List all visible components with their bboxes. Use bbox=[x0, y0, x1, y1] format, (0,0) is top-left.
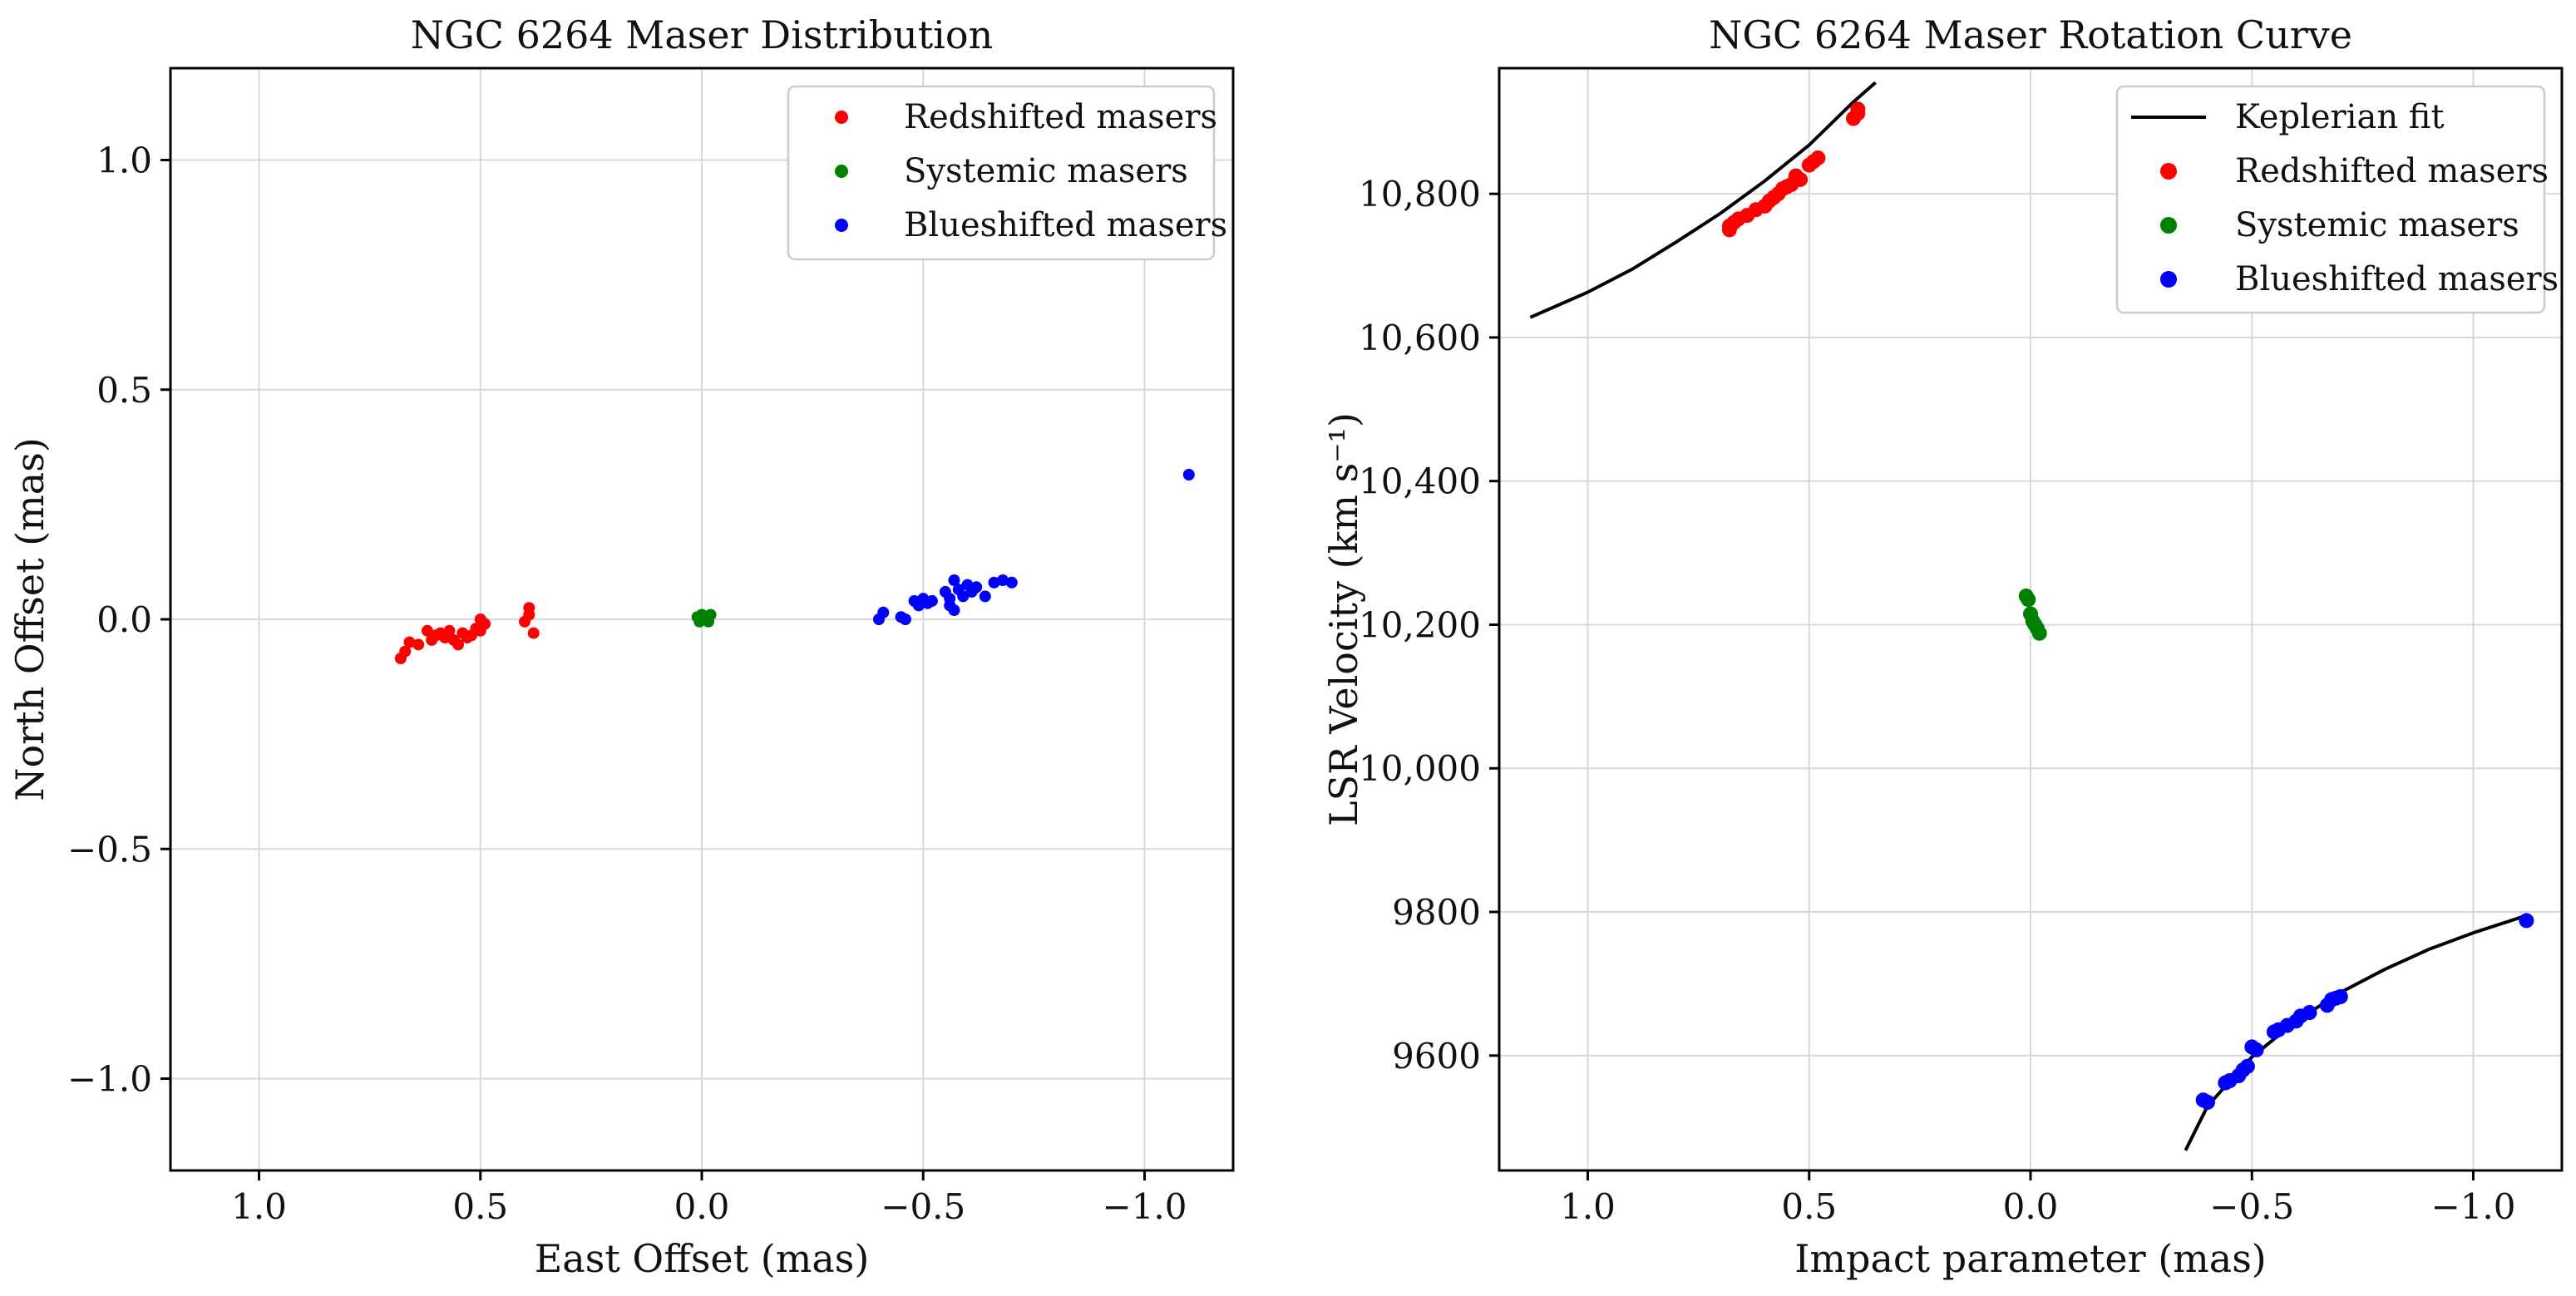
blueshifted-masers-point bbox=[970, 581, 983, 594]
x-tick-label: 0.5 bbox=[452, 1186, 508, 1227]
y-tick-label: 10,000 bbox=[1359, 748, 1481, 789]
x-tick-label: −1.0 bbox=[2431, 1186, 2516, 1227]
y-tick-label: −0.5 bbox=[67, 829, 152, 870]
systemic-masers-point bbox=[2031, 625, 2047, 641]
legend-label-blueshifted: Blueshifted masers bbox=[2235, 260, 2559, 298]
legend-frame bbox=[2115, 85, 2546, 314]
legend: Redshifted masers Systemic masers Bluesh… bbox=[787, 85, 1227, 261]
y-axis-label: LSR Velocity (km s⁻¹) bbox=[1321, 412, 1366, 826]
legend-marker-blueshifted bbox=[835, 219, 848, 232]
y-tick-label: 1.0 bbox=[96, 140, 152, 181]
data-layer bbox=[1529, 81, 2534, 1151]
blueshifted-masers-point bbox=[1005, 576, 1018, 589]
x-tick-label: −0.5 bbox=[2209, 1186, 2294, 1227]
y-tick-label: 10,800 bbox=[1359, 174, 1481, 214]
legend-marker-systemic bbox=[2160, 217, 2177, 234]
x-tick-label: 0.5 bbox=[1781, 1186, 1837, 1227]
redshifted-masers-point bbox=[403, 636, 416, 648]
blueshifted-masers-point bbox=[899, 614, 911, 625]
tick-layer: 1.0 0.5 0.0 −0.5 −1.0 1.0 0.5 0.0 −0.5 −1.0 bbox=[67, 140, 1187, 1228]
redshifted-masers-point bbox=[1793, 171, 1809, 187]
x-tick-label: 1.0 bbox=[231, 1186, 287, 1227]
blueshifted-masers-point bbox=[2248, 1042, 2264, 1057]
y-tick-label: 10,200 bbox=[1359, 604, 1481, 645]
systemic-masers-point bbox=[2021, 592, 2036, 608]
maser-distribution-panel: 1.0 0.5 0.0 −0.5 −1.0 1.0 0.5 0.0 −0.5 −1.0 NGC 6… bbox=[7, 12, 1235, 1281]
x-tick-label: −0.5 bbox=[881, 1186, 965, 1227]
blueshifted-masers-point bbox=[2239, 1058, 2255, 1074]
keplerian-fit-line bbox=[1529, 81, 1877, 319]
legend-marker-systemic bbox=[835, 165, 848, 178]
y-tick-label: 10,400 bbox=[1359, 461, 1481, 502]
rotation-curve-panel: 1.0 0.5 0.0 −0.5 −1.0 9600 9800 10,000 10,200 10,… bbox=[1321, 12, 2564, 1281]
x-tick-label: 1.0 bbox=[1560, 1186, 1616, 1227]
x-axis-label: East Offset (mas) bbox=[535, 1236, 870, 1281]
blueshifted-masers-point bbox=[979, 590, 991, 603]
redshifted-masers-point bbox=[412, 638, 425, 651]
blueshifted-masers-point bbox=[948, 604, 960, 616]
x-tick-label: 0.0 bbox=[674, 1186, 730, 1227]
legend-marker-redshifted bbox=[2160, 163, 2177, 180]
chart-title: NGC 6264 Maser Distribution bbox=[411, 12, 993, 57]
blueshifted-masers-point bbox=[877, 606, 890, 618]
y-tick-label: −1.0 bbox=[67, 1059, 152, 1100]
x-axis-label: Impact parameter (mas) bbox=[1794, 1236, 2267, 1281]
keplerian-fit-line bbox=[2184, 914, 2528, 1151]
redshifted-masers-point bbox=[443, 624, 456, 637]
blueshifted-masers-point bbox=[957, 590, 970, 603]
blueshifted-masers-point bbox=[2332, 988, 2348, 1004]
blueshifted-masers-point bbox=[988, 576, 1000, 589]
legend-label-keplerian: Keplerian fit bbox=[2235, 98, 2445, 136]
legend-marker-blueshifted bbox=[2160, 271, 2177, 288]
blueshifted-masers-point bbox=[948, 574, 960, 586]
systemic-masers-point bbox=[704, 609, 717, 621]
tick-layer: 1.0 0.5 0.0 −0.5 −1.0 9600 9800 10,000 10,200 10,… bbox=[1359, 174, 2515, 1227]
legend-label-redshifted: Redshifted masers bbox=[904, 98, 1217, 136]
y-tick-label: 9800 bbox=[1392, 892, 1481, 933]
y-tick-label: 10,600 bbox=[1359, 318, 1481, 358]
x-tick-label: −1.0 bbox=[1103, 1186, 1187, 1227]
data-layer bbox=[394, 469, 1195, 664]
blueshifted-masers-point bbox=[2302, 1005, 2317, 1020]
legend-marker-redshifted bbox=[835, 111, 848, 124]
redshifted-masers-point bbox=[452, 638, 465, 651]
legend-label-redshifted: Redshifted masers bbox=[2235, 152, 2549, 190]
x-tick-label: 0.0 bbox=[2003, 1186, 2059, 1227]
legend-label-blueshifted: Blueshifted masers bbox=[904, 206, 1227, 244]
y-axis-label: North Offset (mas) bbox=[7, 437, 52, 801]
redshifted-masers-point bbox=[527, 627, 540, 639]
y-tick-label: 0.0 bbox=[96, 599, 152, 640]
legend-label-systemic: Systemic masers bbox=[904, 152, 1188, 190]
blueshifted-masers-point bbox=[997, 574, 1009, 586]
redshifted-masers-point bbox=[479, 618, 491, 630]
redshifted-masers-point bbox=[1850, 101, 1866, 117]
y-tick-label: 0.5 bbox=[96, 370, 152, 411]
redshifted-masers-point bbox=[523, 602, 535, 614]
redshifted-masers-point bbox=[1810, 150, 1826, 165]
legend-label-systemic: Systemic masers bbox=[2235, 206, 2519, 244]
chart-title: NGC 6264 Maser Rotation Curve bbox=[1709, 12, 2352, 57]
blueshifted-masers-point bbox=[1182, 469, 1195, 480]
blueshifted-masers-point bbox=[925, 594, 938, 607]
redshifted-masers-point bbox=[421, 624, 433, 637]
blueshifted-masers-point bbox=[2200, 1094, 2215, 1110]
legend-frame bbox=[787, 85, 1216, 261]
legend: Keplerian fit Redshifted masers Systemic… bbox=[2115, 85, 2559, 314]
blueshifted-masers-point bbox=[2519, 913, 2534, 929]
y-tick-label: 9600 bbox=[1392, 1036, 1481, 1077]
redshifted-masers-point bbox=[399, 645, 412, 658]
